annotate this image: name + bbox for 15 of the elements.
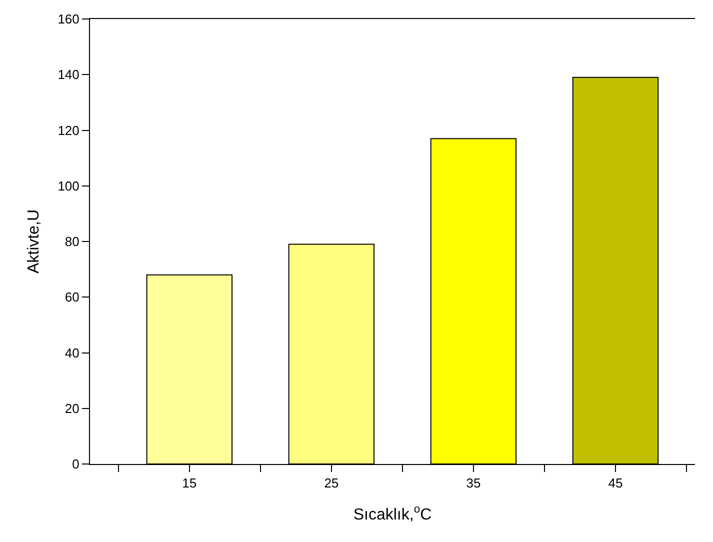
y-tick-label: 20 <box>64 400 80 416</box>
y-axis-title: Aktivte,U <box>26 209 43 274</box>
y-tick-label: 140 <box>58 67 80 82</box>
y-tick-label: 0 <box>72 456 80 472</box>
y-tick-label: 40 <box>64 345 80 360</box>
x-axis-title: Sıcaklık,$^{o}$C <box>353 504 432 524</box>
x-tick-label: 45 <box>608 476 623 491</box>
y-tick-label: 160 <box>58 12 80 27</box>
y-tick-label: 60 <box>64 290 80 305</box>
x-tick-label: 15 <box>182 476 197 491</box>
y-tick-label: 80 <box>64 234 80 250</box>
x-tick-label: 35 <box>466 476 481 491</box>
y-tick-label: 120 <box>58 122 80 138</box>
y-tick-label: 100 <box>58 178 80 194</box>
x-tick-label: 25 <box>324 476 339 491</box>
